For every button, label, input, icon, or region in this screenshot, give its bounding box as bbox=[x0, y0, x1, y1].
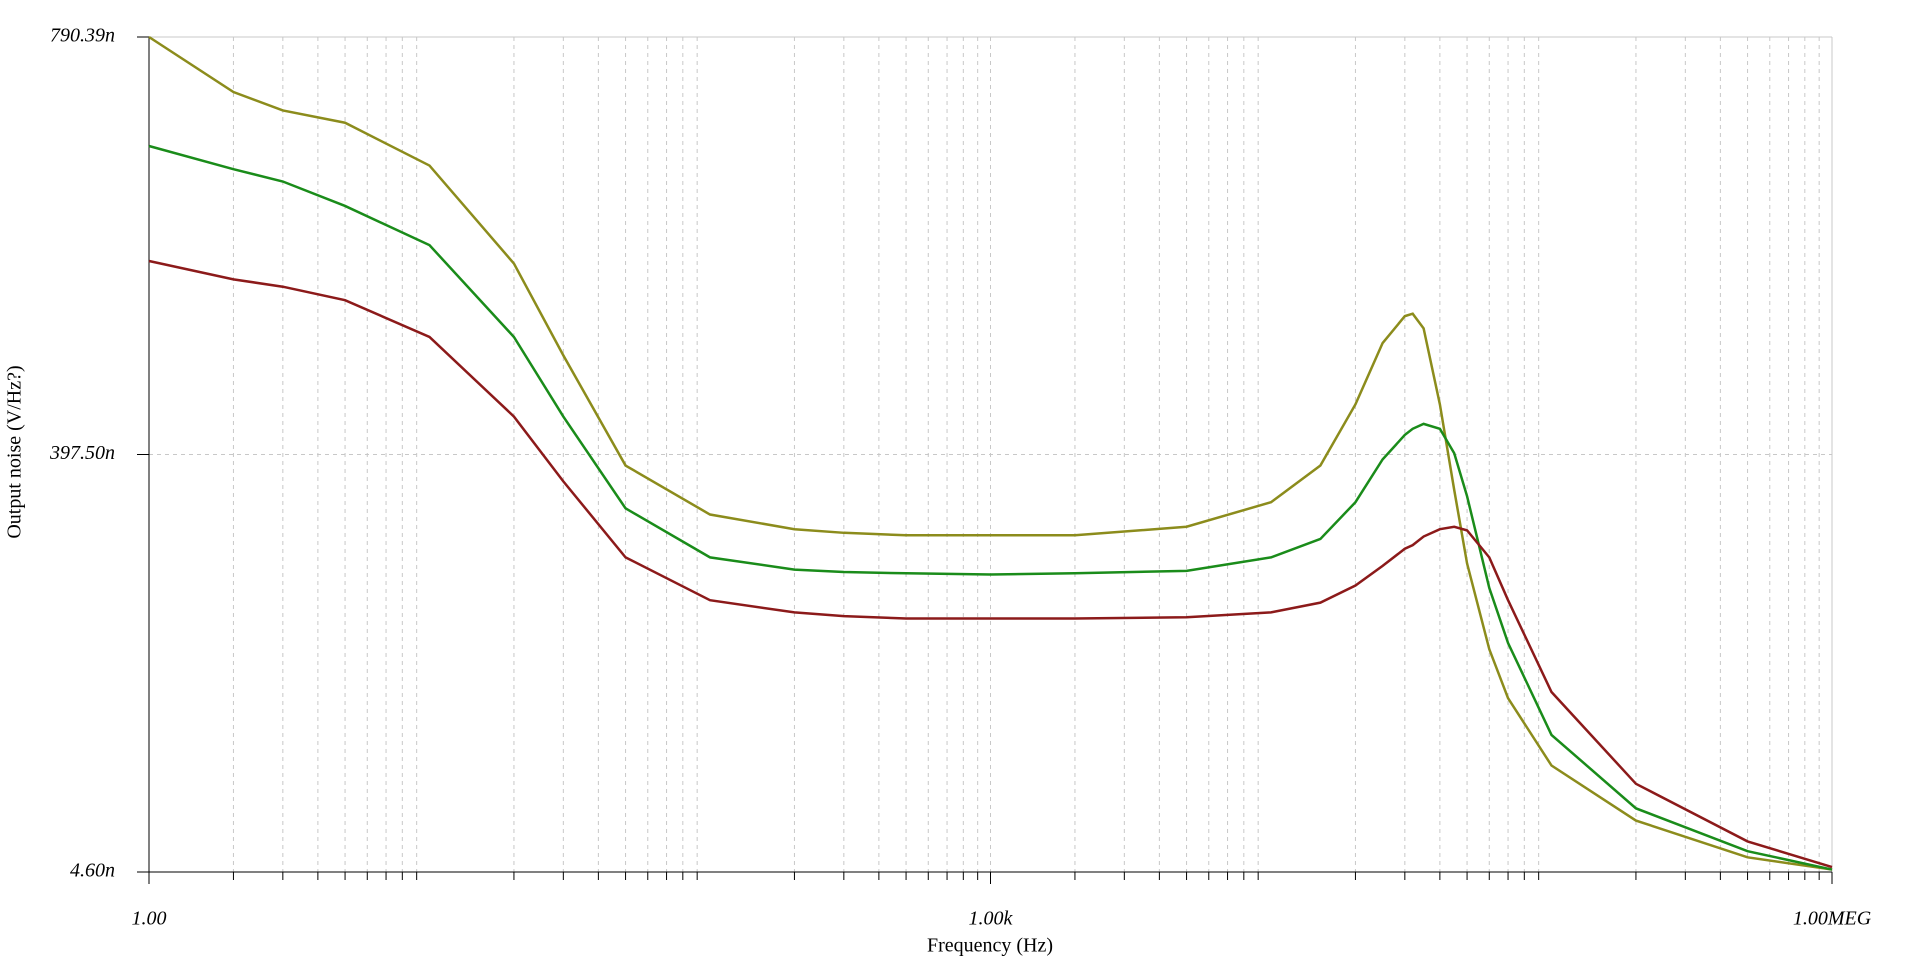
x-tick-label: 1.00 bbox=[132, 908, 167, 930]
y-tick-label: 397.50n bbox=[49, 442, 115, 464]
x-axis-label: Frequency (Hz) bbox=[927, 935, 1053, 957]
y-tick-label: 790.39n bbox=[50, 25, 115, 47]
x-tick-label: 1.00MEG bbox=[1793, 908, 1872, 930]
series-line bbox=[148, 35, 1833, 871]
series-line bbox=[148, 259, 1833, 869]
series-line bbox=[148, 144, 1833, 871]
x-tick-label: 1.00k bbox=[969, 908, 1014, 930]
y-axis-label: Output noise (V/Hz?) bbox=[4, 365, 26, 538]
y-tick-label: 4.60n bbox=[70, 860, 115, 882]
